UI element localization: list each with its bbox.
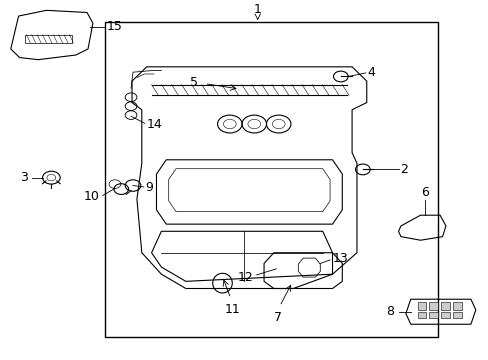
Text: 6: 6	[421, 186, 428, 199]
Text: 10: 10	[83, 190, 99, 203]
Bar	[440, 302, 449, 310]
Text: 7: 7	[273, 311, 281, 324]
Text: 15: 15	[106, 20, 122, 33]
Text: 4: 4	[367, 66, 375, 79]
Bar	[440, 312, 449, 318]
Bar	[452, 312, 461, 318]
Bar	[428, 302, 437, 310]
Text: 13: 13	[332, 252, 347, 265]
Text: 5: 5	[190, 76, 198, 89]
Bar	[25, 35, 72, 43]
Text: 9: 9	[145, 181, 153, 194]
Bar	[428, 312, 437, 318]
Text: 8: 8	[386, 305, 394, 318]
Bar	[452, 302, 461, 310]
Bar	[417, 302, 426, 310]
Text: 2: 2	[399, 163, 407, 176]
Bar	[417, 312, 426, 318]
Text: 14: 14	[146, 118, 162, 131]
Bar	[105, 22, 437, 337]
Text: 1: 1	[253, 3, 261, 16]
Text: 3: 3	[20, 171, 28, 184]
Text: 12: 12	[237, 271, 253, 284]
Text: 11: 11	[224, 303, 240, 316]
